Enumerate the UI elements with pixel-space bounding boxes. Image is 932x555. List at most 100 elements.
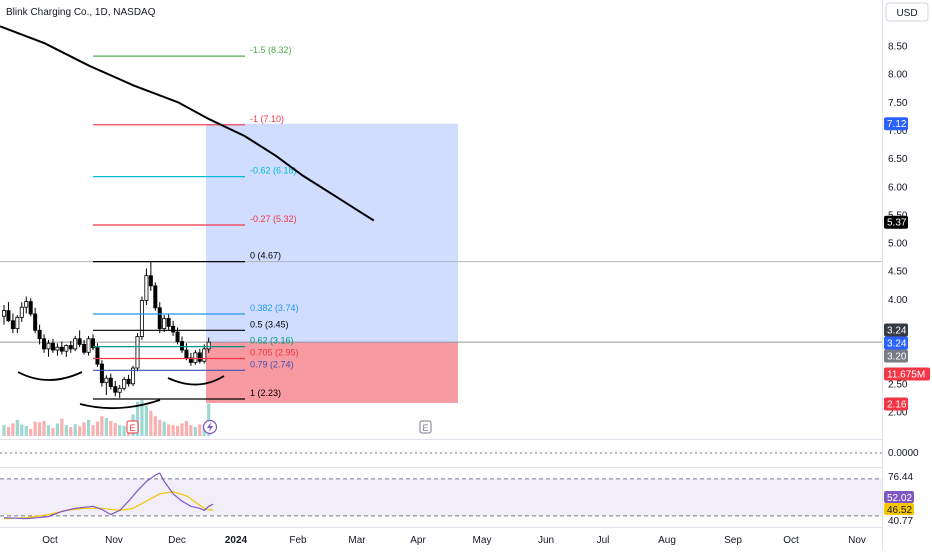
rsi-line	[3, 472, 214, 520]
candle	[77, 330, 82, 348]
volume-bar	[158, 419, 162, 436]
candle	[19, 302, 24, 322]
fib-level[interactable]: 0.705 (2.95)	[93, 347, 299, 360]
price-badge: 2.16	[884, 397, 908, 411]
fib-level-label: 0.705 (2.95)	[250, 347, 299, 357]
currency-button[interactable]: USD	[885, 2, 929, 22]
position-target-zone[interactable]	[206, 123, 458, 343]
candle	[24, 296, 29, 314]
pattern-arc-bottom[interactable]	[79, 399, 161, 410]
fib-level[interactable]: 0.5 (3.45)	[93, 319, 289, 331]
time-axis-label: Feb	[289, 535, 307, 546]
svg-text:USD: USD	[896, 8, 917, 19]
rsi-value-badge: 52.02	[884, 491, 914, 504]
candle	[86, 335, 91, 356]
svg-text:7.12: 7.12	[887, 119, 907, 130]
fib-level[interactable]: 1 (2.23)	[93, 388, 281, 400]
time-axis[interactable]: Oct Nov Dec 2024 Feb Mar Apr May Jun Jul Aug Sep Oct…	[42, 535, 866, 546]
price-badges: 7.12 5.37 3.24 3.24 3.20 11.675M 2.16	[884, 117, 930, 411]
fib-level[interactable]: 0.62 (3.16)	[93, 336, 294, 348]
price-tick-label: 2.50	[888, 379, 908, 390]
time-axis-label: Jul	[597, 535, 610, 546]
candle	[10, 313, 15, 334]
position-stop-zone[interactable]	[206, 342, 458, 403]
pattern-arc-left[interactable]	[17, 371, 83, 381]
svg-text:3.24: 3.24	[887, 326, 907, 337]
candle	[206, 337, 211, 353]
time-axis-label: Dec	[168, 535, 186, 546]
time-axis-label: Oct	[783, 535, 799, 546]
volume-bar	[86, 419, 91, 436]
volume-bar	[184, 420, 189, 436]
price-scale[interactable]	[882, 0, 932, 550]
candle	[202, 344, 207, 364]
candle	[193, 350, 198, 365]
fib-extension[interactable]: -1.5 (8.32) -1 (7.10) -0.62 (6.18) -0.27 (5…	[93, 45, 299, 400]
pattern-arc-right[interactable]	[167, 375, 225, 386]
svg-text:52.02: 52.02	[887, 493, 912, 504]
price-tick-label: 2.00	[888, 407, 908, 418]
time-axis-label: Nov	[848, 535, 866, 546]
price-tick-label: 4.00	[888, 295, 908, 306]
fib-level[interactable]: -0.62 (6.18)	[93, 166, 297, 178]
volume-bar	[46, 425, 51, 436]
volume-bar	[104, 418, 108, 436]
volume-bar	[55, 423, 59, 436]
volume-bar	[122, 425, 126, 436]
fib-level[interactable]: 0.382 (3.74)	[93, 303, 299, 315]
price-badge: 3.20	[884, 349, 908, 363]
fib-level-label: -0.27 (5.32)	[250, 214, 297, 224]
volume-bar	[198, 424, 202, 436]
candle	[179, 336, 184, 353]
candle	[197, 348, 202, 364]
svg-text:11.675M: 11.675M	[887, 370, 925, 381]
moving-average-line	[0, 25, 375, 222]
price-tick-label: 6.50	[888, 154, 908, 165]
volume-bar	[29, 428, 33, 436]
dividend-split-marker[interactable]	[202, 419, 218, 435]
lightning-icon	[207, 422, 213, 432]
rsi-band	[0, 478, 882, 516]
candle	[91, 334, 96, 351]
svg-text:3.24: 3.24	[887, 339, 907, 350]
fib-level-label: 0 (4.67)	[250, 251, 281, 261]
candle	[59, 341, 64, 355]
fib-level[interactable]: -1.5 (8.32)	[93, 45, 292, 57]
volume-bar	[91, 425, 95, 436]
volume-bar	[162, 421, 166, 436]
volume-bar	[180, 423, 184, 436]
candle	[144, 268, 149, 305]
fib-level-label: 0.5 (3.45)	[250, 319, 289, 329]
fib-level[interactable]: 0.79 (2.74)	[93, 359, 294, 371]
fib-level-label: -0.62 (6.18)	[250, 166, 297, 176]
svg-text:46.52: 46.52	[887, 505, 912, 516]
candle	[122, 377, 127, 391]
candle	[37, 324, 42, 345]
candle	[148, 261, 153, 291]
volume-bar	[175, 425, 180, 436]
candle	[33, 307, 38, 334]
candle	[28, 298, 33, 317]
volume-bar	[113, 423, 117, 436]
candle	[68, 341, 73, 353]
volume-bar	[42, 420, 46, 436]
volume-bar	[60, 418, 64, 436]
candle	[162, 315, 167, 333]
candlesticks	[2, 261, 211, 398]
rsi-ma-line	[3, 491, 214, 520]
candle	[82, 339, 87, 355]
fib-level[interactable]: -0.27 (5.32)	[93, 214, 297, 226]
price-badge: 5.37	[884, 215, 908, 229]
fib-level-label: 0.79 (2.74)	[250, 359, 294, 369]
volume-bar	[118, 425, 122, 436]
earnings-marker-past[interactable]: E	[126, 420, 139, 434]
time-axis-label: Sep	[724, 535, 742, 546]
time-axis-label: Nov	[105, 535, 123, 546]
earnings-marker-future[interactable]: E	[419, 420, 432, 434]
fib-level[interactable]: 0 (4.67)	[93, 251, 281, 263]
symbol-title[interactable]: Blink Charging Co., 1D, NASDAQ	[6, 7, 156, 18]
candle	[99, 360, 104, 387]
